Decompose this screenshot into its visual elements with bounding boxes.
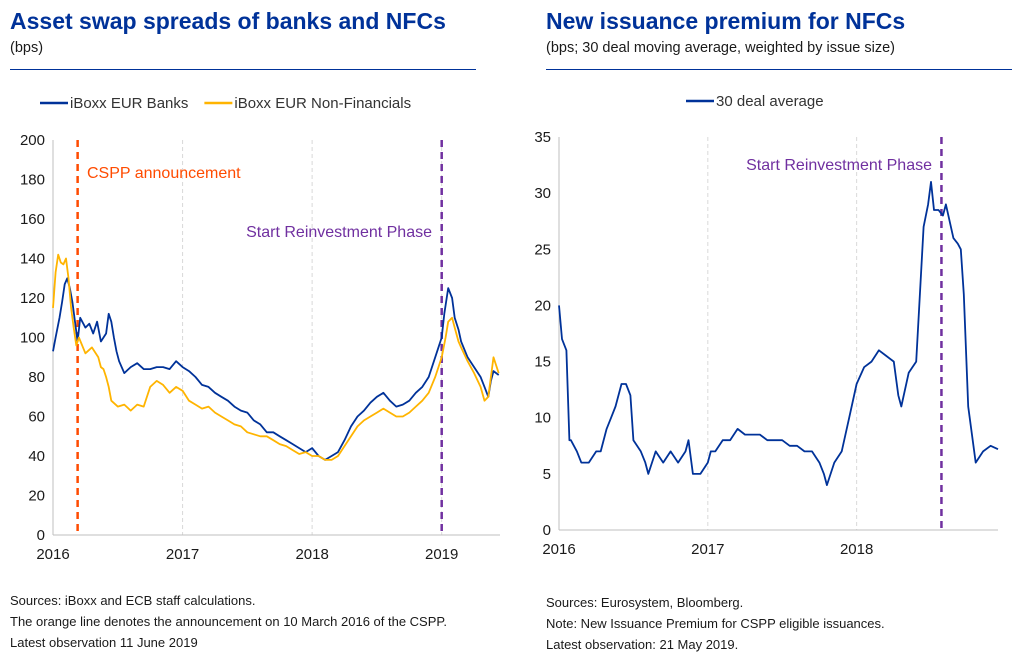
annotation-label: CSPP announcement — [87, 165, 241, 182]
title-rule — [546, 69, 1012, 70]
footnote-sources: Sources: Eurosystem, Bloomberg. — [546, 595, 744, 610]
x-tick-label: 2017 — [166, 546, 199, 563]
annotation-label: Start Reinvestment Phase — [746, 157, 932, 174]
chart-subtitle: (bps; 30 deal moving average, weighted b… — [546, 40, 895, 56]
y-tick-label: 10 — [534, 410, 551, 427]
y-tick-label: 120 — [20, 290, 45, 307]
footnote-latest: Latest observation: 21 May 2019. — [546, 637, 739, 652]
footnote-latest: Latest observation 11 June 2019 — [10, 635, 198, 650]
footnotes: Sources: iBoxx and ECB staff calculation… — [10, 590, 447, 653]
x-tick-label: 2018 — [295, 546, 328, 563]
y-tick-label: 0 — [543, 522, 551, 539]
footnote-note: The orange line denotes the announcement… — [10, 614, 448, 629]
y-tick-label: 0 — [37, 527, 45, 544]
footnote-sources: Sources: iBoxx and ECB staff calculation… — [10, 593, 256, 608]
y-tick-label: 20 — [28, 488, 45, 505]
x-tick-label: 2016 — [542, 541, 575, 558]
y-tick-label: 140 — [20, 251, 45, 268]
footnote-note: Note: New Issuance Premium for CSPP elig… — [546, 616, 885, 631]
y-tick-label: 30 — [534, 185, 551, 202]
title-rule — [10, 69, 476, 70]
y-tick-label: 5 — [543, 466, 551, 483]
chart-area: 0 5 10 15 20 25 30 35 2016 2017 2018 Start Reinvest… — [534, 93, 999, 558]
x-tick-label: 2016 — [36, 546, 69, 563]
y-tick-label: 35 — [534, 129, 551, 146]
y-tick-label: 100 — [20, 330, 45, 347]
legend-label: iBoxx EUR Banks — [70, 95, 188, 112]
y-tick-label: 60 — [28, 409, 45, 426]
legend-label: iBoxx EUR Non-Financials — [234, 95, 411, 112]
annotation-label: Start Reinvestment Phase — [246, 224, 432, 241]
y-tick-label: 40 — [28, 448, 45, 465]
x-tick-label: 2017 — [691, 541, 724, 558]
x-tick-label: 2018 — [840, 541, 873, 558]
series-line — [52, 253, 500, 461]
x-tick-label: 2019 — [425, 546, 458, 563]
y-tick-label: 15 — [534, 354, 551, 371]
series-line — [558, 180, 999, 487]
legend-label: 30 deal average — [716, 93, 824, 110]
chart-area: 0 20 40 60 80 100 120 140 160 180 200 2016 2017 2018 2… — [20, 95, 500, 563]
chart-title: New issuance premium for NFCs — [546, 8, 906, 34]
y-tick-label: 80 — [28, 369, 45, 386]
y-tick-label: 160 — [20, 211, 45, 228]
y-tick-label: 200 — [20, 132, 45, 149]
y-tick-label: 25 — [534, 241, 551, 258]
series-line — [52, 277, 500, 461]
y-tick-label: 20 — [534, 297, 551, 314]
footnotes: Sources: Eurosystem, Bloomberg. Note: Ne… — [546, 592, 885, 655]
chart-title: Asset swap spreads of banks and NFCs — [10, 8, 446, 34]
right-chart-panel: New issuance premium for NFCs (bps; 30 d… — [534, 0, 1020, 665]
left-chart-panel: Asset swap spreads of banks and NFCs (bp… — [0, 0, 500, 665]
chart-subtitle: (bps) — [10, 40, 44, 56]
y-tick-label: 180 — [20, 172, 45, 189]
